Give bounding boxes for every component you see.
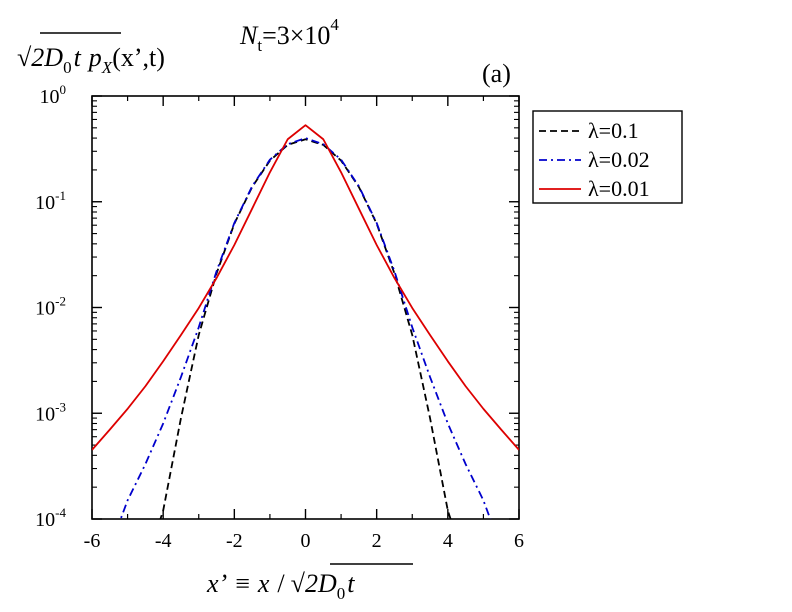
plot-frame <box>91 95 520 520</box>
nt-subscript: t <box>257 36 262 55</box>
x-tick-label: -4 <box>155 530 172 552</box>
x-title-text: x’ ≡ x / √2D0t <box>206 569 355 603</box>
y-title-args: (x’,t) <box>112 43 165 72</box>
legend-label-1: λ=0.1 <box>588 118 639 143</box>
x-ticks: -6 -4 -2 0 2 4 6 <box>84 96 524 552</box>
nt-symbol: N <box>239 21 259 50</box>
y-tick-label: 10-4 <box>35 505 66 531</box>
x-axis-title: x’ ≡ x / √2D0t <box>206 563 413 603</box>
y-title-func-sub: X <box>101 58 113 77</box>
x-tick-label: 4 <box>443 530 453 552</box>
series-line-2 <box>119 137 492 519</box>
x-tick-label: 2 <box>372 530 382 552</box>
x-tick-label: -6 <box>84 530 101 552</box>
x-title-slash: / <box>277 569 285 598</box>
series-line-3 <box>92 124 519 451</box>
nt-value: 3×10 <box>277 21 331 50</box>
nt-exponent: 4 <box>330 15 339 34</box>
panel-label: (a) <box>482 59 511 88</box>
y-tick-label: 10-2 <box>35 294 66 320</box>
x-title-radicand-a: 2D <box>305 569 337 598</box>
legend: λ=0.1 λ=0.02 λ=0.01 <box>532 110 683 204</box>
y-title-radicand-a: 2D <box>31 43 63 72</box>
x-title-sqrt: √ <box>291 569 306 598</box>
y-tick-label: 100 <box>40 82 67 108</box>
x-title-radicand-sub: 0 <box>337 584 346 603</box>
nt-equals: = <box>262 21 277 50</box>
series-line-1 <box>159 138 452 519</box>
legend-box <box>532 110 683 204</box>
y-tick-label: 10-3 <box>35 399 66 425</box>
series-group <box>92 124 519 519</box>
nt-annotation: Nt=3×104 <box>239 15 339 55</box>
y-title-text: √2D0t pX(x’,t) <box>17 43 165 77</box>
y-tick-label: 10-1 <box>35 188 66 214</box>
x-title-var: x’ <box>206 569 227 598</box>
x-title-radicand-b: t <box>347 569 355 598</box>
legend-label-2: λ=0.02 <box>588 147 650 172</box>
y-title-sqrt: √ <box>17 43 32 72</box>
y-title-radicand-sub: 0 <box>63 58 72 77</box>
x-tick-label: -2 <box>226 530 243 552</box>
y-title-radicand-b: t <box>74 43 82 72</box>
y-ticks: 100 10-1 10-2 10-3 10-4 <box>35 82 519 531</box>
legend-label-3: λ=0.01 <box>588 176 650 201</box>
x-tick-label: 0 <box>301 530 311 552</box>
y-title-func: p <box>87 43 102 72</box>
x-tick-label: 6 <box>514 530 524 552</box>
x-title-equiv: ≡ <box>235 569 250 598</box>
x-title-x: x <box>257 569 270 598</box>
y-axis-title: √2D0t pX(x’,t) <box>17 32 165 77</box>
